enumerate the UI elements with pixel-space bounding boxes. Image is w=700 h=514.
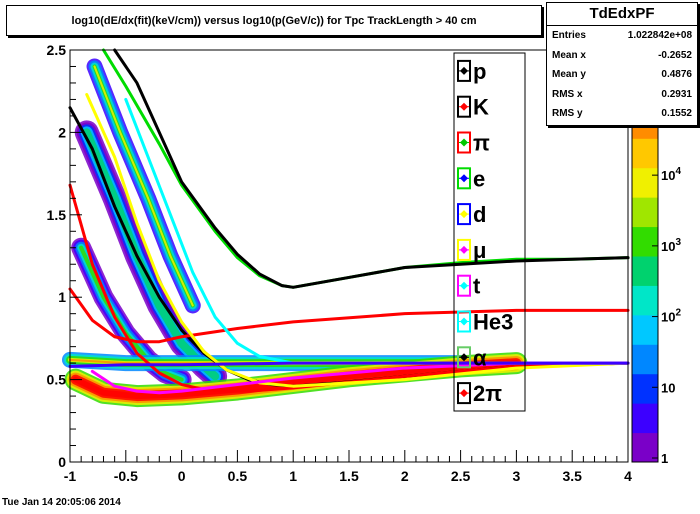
legend-box: [453, 52, 526, 412]
bethe-bloch-curves: [68, 48, 630, 395]
x-tick-label: 3: [513, 468, 521, 484]
color-scale-bin: [632, 344, 658, 375]
x-tick-label: 3.5: [562, 468, 582, 484]
series-line: [85, 92, 630, 388]
z-tick-label: 10: [661, 380, 675, 395]
y-tick-label: 2.5: [47, 42, 67, 58]
legend-label: t: [473, 274, 481, 299]
legend-label: μ: [473, 238, 486, 263]
stats-label: Mean x: [552, 49, 586, 61]
z-tick-label: 103: [661, 237, 681, 254]
stats-label: Mean y: [552, 69, 586, 80]
stats-label: Entries: [552, 30, 586, 41]
y-tick-label: 0.5: [47, 372, 67, 388]
axes: -1 -0.5 0 0.5 1 1.5 2 2.5 3 3.5 4 0 0.5 1 1.5 2 2.5: [47, 42, 633, 484]
color-scale-bin: [632, 226, 658, 257]
legend-swatch: [457, 238, 471, 261]
legend-label: 2π: [473, 381, 502, 406]
stats-row: RMS y 0.1552: [547, 104, 697, 124]
x-tick-label: 2: [401, 468, 409, 484]
legend-label: α: [473, 345, 487, 370]
legend-swatch: [457, 59, 471, 82]
stats-row: RMS x 0.2931: [547, 85, 697, 105]
plot-title: log10(dE/dx(fit)(keV/cm)) versus log10(p…: [6, 5, 542, 36]
density-band: [79, 245, 184, 382]
stats-row: Mean y 0.4876: [547, 65, 697, 85]
series-line: [68, 106, 630, 388]
x-tick-label: 0: [178, 468, 186, 484]
x-tick-label: -1: [64, 468, 77, 484]
density-band: [93, 65, 194, 307]
series-line: [124, 97, 630, 365]
legend-swatch: [457, 203, 471, 226]
y-tick-label: 2: [58, 124, 66, 140]
legend-swatch: [457, 274, 471, 297]
stats-name: TdEdxPF: [547, 3, 697, 26]
x-tick-label: 2.5: [451, 468, 471, 484]
stats-box: TdEdxPF Entries 1.022842e+08 Mean x -0.2…: [546, 2, 698, 126]
timestamp: Tue Jan 14 20:05:06 2014: [2, 497, 121, 508]
stats-label: RMS y: [552, 108, 583, 119]
color-scale-bin: [632, 403, 658, 434]
x-tick-label: 1: [289, 468, 297, 484]
z-tick-label: 104: [661, 166, 681, 183]
legend-swatch: [457, 95, 471, 118]
color-scale-bin: [632, 373, 658, 404]
heatmap-density: [62, 58, 528, 408]
legend-label: π: [473, 131, 490, 156]
x-tick-label: -0.5: [114, 468, 138, 484]
stats-value: 1.022842e+08: [627, 30, 692, 41]
legend-label: K: [473, 95, 489, 120]
legend-swatch: [457, 346, 471, 369]
stats-value: 0.2931: [661, 88, 692, 100]
density-band: [72, 360, 520, 400]
z-tick-label: 102: [661, 308, 681, 325]
y-tick-label: 0: [58, 454, 66, 470]
color-scale-bin: [632, 197, 658, 228]
series-line: [113, 48, 630, 289]
legend-label: e: [473, 166, 485, 191]
series-line: [68, 287, 630, 344]
legend-swatch: [457, 310, 471, 333]
legend-label: d: [473, 202, 486, 227]
legend-swatch: [457, 382, 471, 405]
x-tick-label: 1.5: [339, 468, 359, 484]
y-tick-label: 1: [58, 289, 66, 305]
legend-label: He3: [473, 310, 513, 335]
stats-row: Entries 1.022842e+08: [547, 26, 697, 46]
x-tick-label: 0.5: [228, 468, 248, 484]
legend-swatch: [457, 167, 471, 190]
stats-label: RMS x: [552, 88, 583, 100]
stats-value: -0.2652: [658, 49, 692, 61]
stats-value: 0.1552: [661, 108, 692, 119]
color-scale-bin: [632, 167, 658, 198]
color-scale-bin: [632, 256, 658, 286]
color-scale-bin: [632, 138, 658, 169]
legend-swatch: [457, 131, 471, 154]
series-line: [90, 361, 630, 395]
color-scale-bin: [632, 285, 658, 316]
z-tick-label: 1: [661, 451, 668, 466]
stats-row: Mean x -0.2652: [547, 46, 697, 66]
legend-label: p: [473, 59, 486, 84]
color-scale-bin: [632, 314, 658, 345]
y-tick-label: 1.5: [47, 207, 67, 223]
series-line: [68, 361, 630, 368]
stats-value: 0.4876: [661, 69, 692, 80]
x-tick-label: 4: [624, 468, 632, 484]
plot-title-text: log10(dE/dx(fit)(keV/cm)) versus log10(p…: [71, 14, 477, 27]
